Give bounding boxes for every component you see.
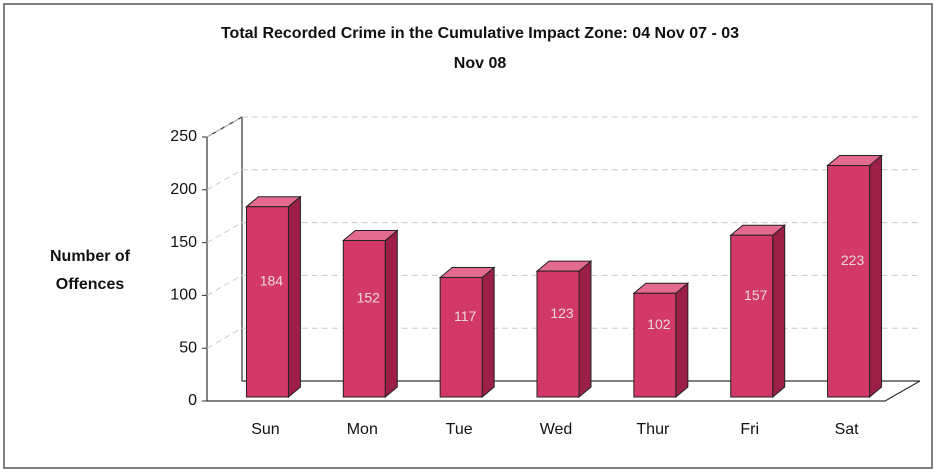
bar [633,292,677,398]
bar [827,165,871,398]
bar-side [578,260,592,399]
data-label: 184 [260,273,284,289]
bar-side [869,154,883,399]
bar-side [772,224,786,399]
y-axis-label: Offences [56,276,125,293]
data-label: 157 [744,287,768,303]
data-label: 223 [841,252,865,268]
x-tick-label: Sat [835,421,860,438]
x-tick-label: Sun [251,421,279,438]
bar-side [675,282,689,399]
x-tick-label: Wed [540,421,573,438]
y-tick-label: 100 [170,287,197,304]
data-label: 117 [454,308,477,324]
y-tick-label: 200 [170,181,197,198]
grid-line [206,274,920,296]
y-tick-label: 150 [170,234,197,251]
bar-side [287,195,301,399]
bar [245,206,289,398]
x-tick-label: Mon [347,421,378,438]
x-tick-label: Fri [740,421,759,438]
y-tick-label: 50 [179,339,197,356]
bar-side [384,229,398,399]
grid-line [206,327,920,349]
x-tick-label: Tue [446,421,473,438]
chart-frame [3,3,933,469]
grid-line [206,169,920,191]
floor [207,380,921,402]
bar [342,239,386,398]
bar [730,234,774,398]
data-label: 123 [550,305,574,321]
data-label: 102 [647,316,671,332]
y-axis-label: Number of [50,248,131,265]
y-tick-label: 250 [170,128,197,145]
x-tick-label: Thur [636,421,670,438]
y-tick-label: 0 [188,392,197,409]
chart-title: Nov 08 [454,55,507,72]
chart-title: Total Recorded Crime in the Cumulative I… [221,25,739,42]
grid-line [206,116,920,138]
bar-side [481,266,495,399]
bar [536,270,580,398]
data-label: 152 [357,289,381,305]
grid-line [206,222,920,244]
bar [439,276,483,398]
